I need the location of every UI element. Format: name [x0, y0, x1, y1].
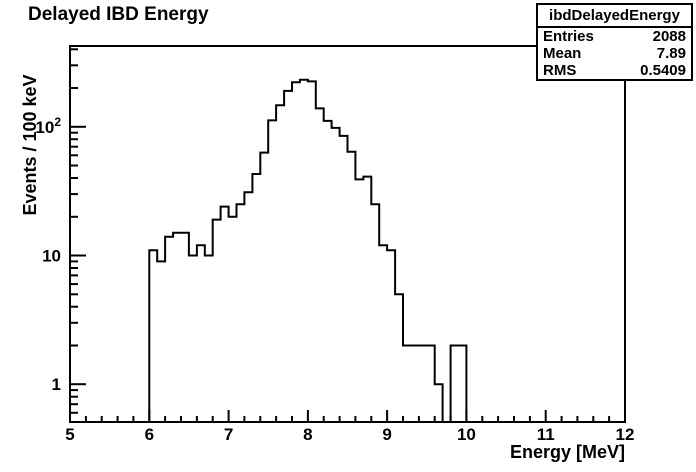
- x-tick-label: 10: [457, 425, 476, 444]
- stats-row-entries: Entries 2088: [538, 28, 691, 45]
- stats-row-mean: Mean 7.89: [538, 45, 691, 62]
- x-tick-label: 7: [224, 425, 233, 444]
- x-tick-label: 6: [145, 425, 154, 444]
- y-axis-title: Events / 100 keV: [20, 74, 40, 215]
- stats-value: 2088: [652, 28, 686, 45]
- x-tick-label: 5: [65, 425, 74, 444]
- stats-label: Entries: [543, 28, 594, 45]
- y-tick-label: 102: [35, 115, 61, 137]
- x-axis-title: Energy [MeV]: [510, 442, 625, 462]
- x-tick-label: 12: [616, 425, 635, 444]
- stats-box: ibdDelayedEnergy Entries 2088 Mean 7.89 …: [536, 3, 693, 81]
- stats-label: RMS: [543, 62, 577, 79]
- stats-value: 7.89: [656, 45, 686, 62]
- y-tick-label: 10: [42, 247, 61, 266]
- x-tick-label: 9: [382, 425, 391, 444]
- plot-frame: [69, 45, 626, 423]
- stats-label: Mean: [543, 45, 582, 62]
- plot-title: Delayed IBD Energy: [28, 4, 209, 25]
- y-tick-label: 1: [52, 375, 61, 394]
- stats-value: 0.5409: [640, 62, 686, 79]
- stats-box-title: ibdDelayedEnergy: [538, 5, 691, 28]
- histogram-line: [70, 78, 625, 423]
- x-tick-label: 11: [537, 425, 555, 444]
- x-tick-label: 8: [303, 425, 312, 444]
- stats-row-rms: RMS 0.5409: [538, 62, 691, 79]
